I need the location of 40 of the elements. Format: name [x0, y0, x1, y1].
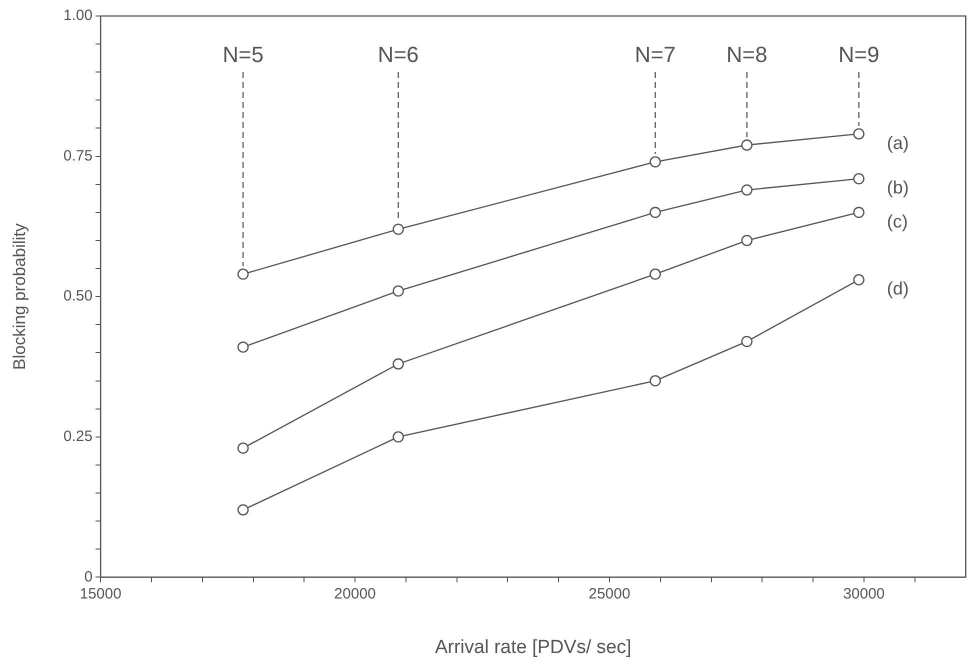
point [853, 274, 864, 286]
y-tick-label: 1.00 [63, 7, 93, 24]
point [392, 285, 404, 297]
point [741, 139, 753, 151]
point [741, 234, 753, 246]
y-axis-title: Blocking probability [10, 222, 29, 370]
series-label: (c) [886, 211, 908, 232]
y-tick-label: 0.25 [63, 428, 93, 446]
point [650, 206, 661, 218]
y-tick-label: 0 [84, 568, 93, 586]
series-label: (a) [886, 132, 909, 153]
point [237, 504, 249, 516]
point [237, 341, 249, 353]
point [853, 173, 864, 184]
point [650, 156, 661, 168]
x-tick-label: 30000 [843, 585, 885, 602]
point [237, 442, 249, 454]
annotation: N=7 [634, 42, 676, 68]
point [853, 128, 864, 140]
x-tick-label: 15000 [80, 585, 122, 602]
annotation: N=5 [222, 42, 264, 68]
point [650, 268, 661, 280]
x-tick-label: 25000 [588, 585, 630, 602]
annotation: N=9 [838, 42, 880, 68]
point [237, 268, 249, 280]
series-label: (d) [886, 278, 909, 299]
annotation: N=8 [726, 42, 768, 68]
point [741, 336, 753, 348]
y-tick-label: 0.75 [63, 147, 93, 164]
annotation: N=6 [378, 42, 419, 68]
y-tick-label: 0.50 [63, 288, 93, 305]
series-label: (b) [886, 178, 909, 198]
point [392, 358, 404, 370]
x-axis-title: Arrival rate [PDVs/ sec] [434, 636, 632, 658]
x-tick-label: 20000 [334, 585, 376, 602]
point [392, 431, 404, 443]
point [853, 206, 864, 218]
point [392, 224, 404, 235]
point [741, 184, 753, 196]
point [650, 375, 661, 386]
